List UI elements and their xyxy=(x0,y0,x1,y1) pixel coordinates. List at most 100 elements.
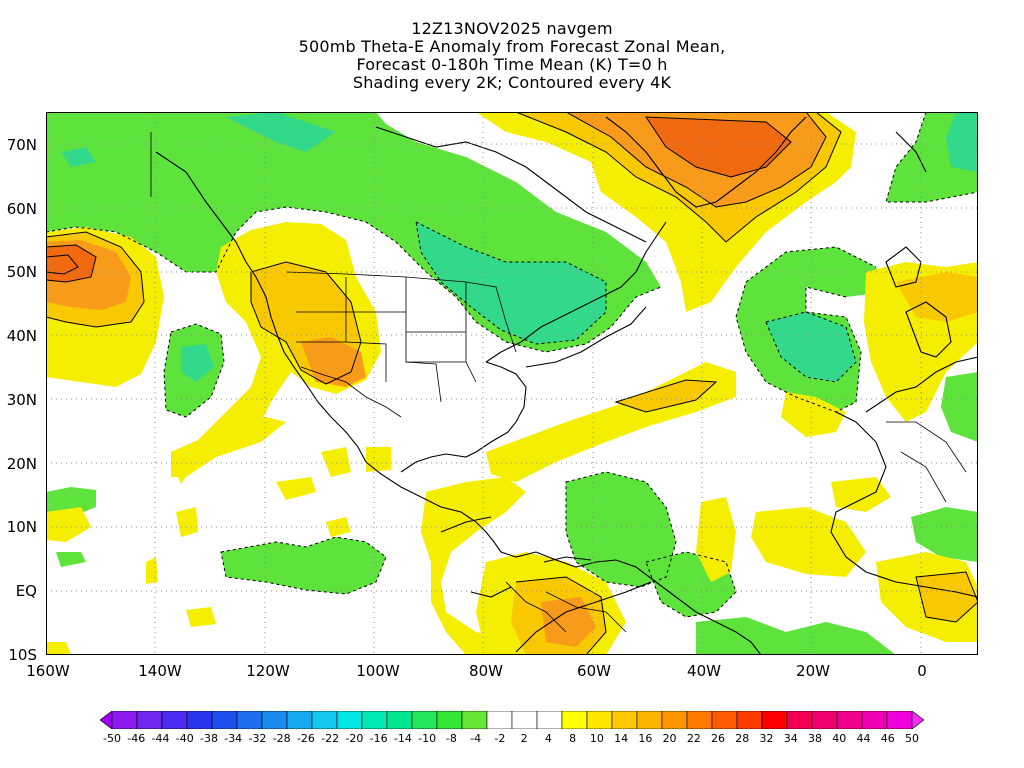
colorbar-tick-label: 28 xyxy=(735,732,750,745)
colorbar-swatch xyxy=(336,711,363,729)
map-plot xyxy=(46,112,978,655)
positive-contours xyxy=(46,112,978,655)
colorbar-tick-label: -20 xyxy=(345,732,364,745)
lon-label-160w: 160W xyxy=(26,662,70,680)
colorbar-tick-label: 2 xyxy=(520,732,528,745)
colorbar-tick-label: 8 xyxy=(569,732,577,745)
title-line-3: Forecast 0-180h Time Mean (K) T=0 h xyxy=(356,55,668,74)
colorbar-tick-label: 4 xyxy=(544,732,552,745)
colorbar-tick-label: -32 xyxy=(248,732,267,745)
lat-label-10n: 10N xyxy=(6,518,37,536)
colorbar-swatch xyxy=(761,711,788,729)
colorbar-tick-label: 40 xyxy=(832,732,847,745)
colorbar-swatch xyxy=(786,711,813,729)
lon-label-60w: 60W xyxy=(577,662,611,680)
lat-label-20n: 20N xyxy=(6,455,37,473)
colorbar-arrow-left xyxy=(100,711,113,729)
colorbar-swatch xyxy=(111,711,138,729)
colorbar-tick-label: 26 xyxy=(711,732,726,745)
colorbar-tick-label: -2 xyxy=(494,732,506,745)
lat-label-10s: 10S xyxy=(8,646,37,664)
positive-anomaly-shading xyxy=(46,112,978,655)
colorbar-swatch xyxy=(261,711,288,729)
colorbar-tick-label: 10 xyxy=(589,732,604,745)
colorbar-tick-label: -26 xyxy=(296,732,315,745)
colorbar-swatch xyxy=(136,711,163,729)
colorbar-tick-label: 14 xyxy=(614,732,629,745)
colorbar-tick-label: -44 xyxy=(151,732,170,745)
color-scale-bar xyxy=(100,711,924,729)
title-line-4: Shading every 2K; Contoured every 4K xyxy=(352,73,672,92)
colorbar-swatch xyxy=(211,711,238,729)
colorbar-arrow-right xyxy=(911,711,924,729)
colorbar-swatch xyxy=(861,711,888,729)
colorbar-tick-label: 44 xyxy=(856,732,871,745)
colorbar-swatch xyxy=(161,711,188,729)
lon-label-20w: 20W xyxy=(796,662,830,680)
political-boundaries xyxy=(150,132,967,633)
colorbar-swatch xyxy=(736,711,763,729)
colorbar-swatch xyxy=(386,711,413,729)
colorbar-tick-label: -28 xyxy=(272,732,291,745)
colorbar-tick-label: -14 xyxy=(393,732,412,745)
colorbar-tick-label: -38 xyxy=(199,732,218,745)
colorbar-swatch xyxy=(186,711,213,729)
colorbar-swatch xyxy=(436,711,463,729)
colorbar-tick-label: -22 xyxy=(321,732,340,745)
colorbar-tick-label: 16 xyxy=(638,732,653,745)
map-border xyxy=(46,112,978,655)
colorbar-swatch xyxy=(686,711,713,729)
colorbar-swatch xyxy=(486,711,513,729)
colorbar-tick-label: 20 xyxy=(662,732,677,745)
colorbar-tick-label: -46 xyxy=(127,732,146,745)
colorbar-swatch xyxy=(511,711,538,729)
colorbar-tick-label: 22 xyxy=(686,732,701,745)
lat-label-50n: 50N xyxy=(6,263,37,281)
colorbar-tick-label: -8 xyxy=(445,732,457,745)
lat-label-60n: 60N xyxy=(6,200,37,218)
colorbar-tick-label: -40 xyxy=(175,732,194,745)
lat-label-70n: 70N xyxy=(6,136,37,154)
colorbar-tick-label: -16 xyxy=(369,732,388,745)
colorbar-tick-label: 46 xyxy=(880,732,895,745)
colorbar-swatch xyxy=(661,711,688,729)
lat-label-30n: 30N xyxy=(6,391,37,409)
colorbar-swatch xyxy=(461,711,488,729)
coastlines xyxy=(155,116,978,655)
colorbar-swatch xyxy=(411,711,438,729)
colorbar-swatch xyxy=(536,711,563,729)
lon-label-80w: 80W xyxy=(469,662,503,680)
colorbar-swatch xyxy=(811,711,838,729)
colorbar-tick-label: 50 xyxy=(905,732,919,745)
colorbar-tick-label: -34 xyxy=(224,732,243,745)
colorbar-swatch xyxy=(711,711,738,729)
lon-label-120w: 120W xyxy=(246,662,290,680)
colorbar-swatch xyxy=(361,711,388,729)
colorbar-swatch xyxy=(611,711,638,729)
colorbar-swatch xyxy=(286,711,313,729)
lat-lon-grid xyxy=(46,112,978,655)
title-line-1: 12Z13NOV2025 navgem xyxy=(411,19,613,38)
colorbar-tick-label: 32 xyxy=(759,732,774,745)
title-line-2: 500mb Theta-E Anomaly from Forecast Zona… xyxy=(298,37,726,56)
lon-label-100w: 100W xyxy=(356,662,400,680)
lat-label-40n: 40N xyxy=(6,327,37,345)
lon-label-0: 0 xyxy=(917,662,927,680)
colorbar-tick-label: -50 xyxy=(103,732,121,745)
colorbar-tick-label: -4 xyxy=(470,732,482,745)
map-title: 12Z13NOV2025 navgem 500mb Theta-E Anomal… xyxy=(0,20,1024,92)
colorbar-swatch xyxy=(836,711,863,729)
colorbar-swatch xyxy=(636,711,663,729)
negative-contours xyxy=(46,112,978,618)
lon-label-140w: 140W xyxy=(138,662,182,680)
colorbar-swatch xyxy=(311,711,338,729)
colorbar-swatch xyxy=(886,711,913,729)
lon-label-40w: 40W xyxy=(687,662,721,680)
colorbar-tick-label: 38 xyxy=(808,732,823,745)
colorbar-tick-label: 34 xyxy=(783,732,798,745)
colorbar-swatch xyxy=(561,711,588,729)
lat-label-eq: EQ xyxy=(15,582,37,600)
colorbar-tick-label: -10 xyxy=(418,732,437,745)
negative-anomaly-shading xyxy=(46,112,978,655)
colorbar-swatch xyxy=(236,711,263,729)
